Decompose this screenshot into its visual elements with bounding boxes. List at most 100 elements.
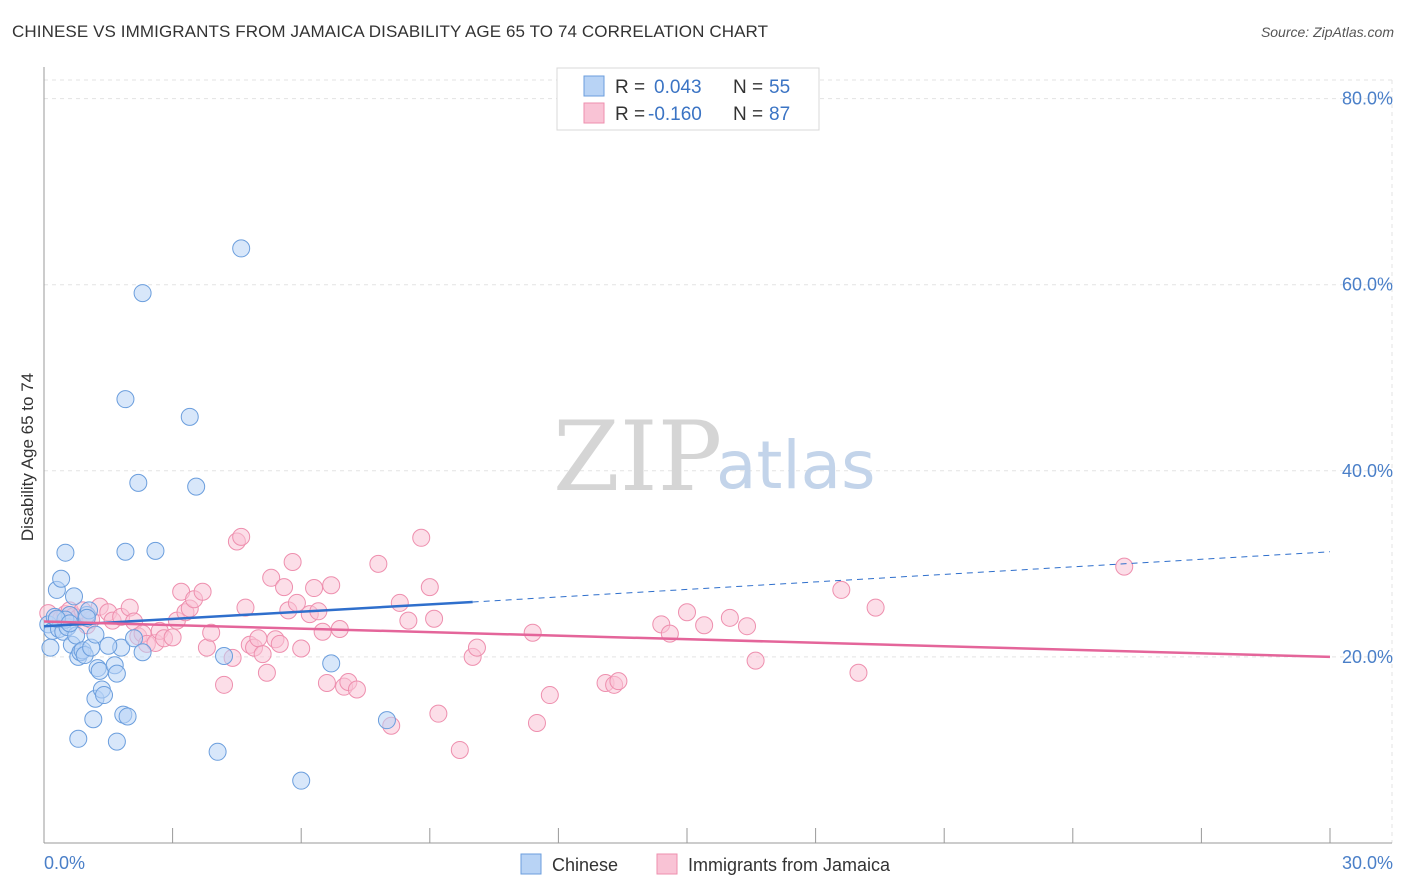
- jamaica-point: [163, 628, 182, 647]
- legend-r-label-1: R =: [615, 77, 645, 98]
- y-tick-label: 60.0%: [1342, 275, 1393, 295]
- chart-title: CHINESE VS IMMIGRANTS FROM JAMAICA DISAB…: [12, 22, 769, 41]
- chinese-point: [69, 729, 88, 748]
- chinese-point: [322, 654, 341, 673]
- axes: [43, 67, 1392, 844]
- chinese-trend-line: [43, 600, 473, 628]
- jamaica-point: [215, 675, 234, 694]
- jamaica-point: [322, 576, 341, 595]
- jamaica-point: [420, 578, 439, 597]
- chinese-point: [86, 625, 105, 644]
- legend-n-label-1: N =: [733, 77, 763, 98]
- jamaica-point: [369, 554, 388, 573]
- legend-r-label-2: R =: [615, 104, 645, 125]
- chinese-point: [95, 686, 114, 705]
- jamaica-point: [399, 611, 418, 630]
- chinese-point: [125, 629, 144, 648]
- chinese-point: [84, 710, 103, 729]
- chinese-point: [99, 636, 118, 655]
- chinese-point: [133, 643, 152, 662]
- series-legend: Chinese Immigrants from Jamaica: [520, 853, 891, 875]
- y-tick-label: 80.0%: [1342, 89, 1393, 109]
- jamaica-point: [283, 552, 302, 571]
- y-tick-labels: 20.0% 40.0% 60.0% 80.0%: [1342, 89, 1393, 667]
- chinese-point: [107, 732, 126, 751]
- chinese-point: [215, 646, 234, 665]
- jamaica-point: [202, 623, 221, 642]
- jamaica-point: [197, 638, 216, 657]
- chinese-point: [377, 711, 396, 730]
- y-axis-label: Disability Age 65 to 74: [18, 373, 37, 541]
- jamaica-point: [193, 582, 212, 601]
- jamaica-point: [390, 593, 409, 612]
- x-tick-labels: 0.0% 30.0%: [44, 853, 1393, 873]
- chinese-point: [208, 742, 227, 761]
- chinese-point: [187, 477, 206, 496]
- chinese-trend-extension: [472, 551, 1331, 603]
- jamaica-point: [347, 680, 366, 699]
- watermark-atlas: atlas: [716, 427, 876, 504]
- chinese-point: [107, 664, 126, 683]
- jamaica-point: [523, 623, 542, 642]
- jamaica-point: [467, 638, 486, 657]
- jamaica-point: [317, 673, 336, 692]
- correlation-legend: R = 0.043 N = 55 R = -0.160 N = 87: [556, 67, 820, 131]
- jamaica-point: [450, 740, 469, 759]
- jamaica-point: [1115, 557, 1134, 576]
- jamaica-point: [305, 579, 324, 598]
- jamaica-trend-line: [43, 620, 1331, 659]
- watermark-zip: ZIP: [553, 401, 722, 513]
- bottom-legend-swatch-chinese: [520, 853, 542, 875]
- chinese-point: [90, 661, 109, 680]
- watermark: ZIP atlas: [553, 401, 876, 513]
- x-tick-label: 0.0%: [44, 853, 85, 873]
- jamaica-point: [249, 629, 268, 648]
- chinese-point: [56, 543, 75, 562]
- jamaica-point: [527, 713, 546, 732]
- bottom-legend-chinese: Chinese: [552, 855, 618, 875]
- chart-source: Source: ZipAtlas.com: [1260, 24, 1394, 40]
- chinese-point: [232, 239, 251, 258]
- chinese-point: [292, 771, 311, 790]
- bottom-legend-jamaica: Immigrants from Jamaica: [688, 855, 891, 875]
- jamaica-point: [292, 639, 311, 658]
- jamaica-point: [425, 609, 444, 628]
- y-tick-label: 40.0%: [1342, 461, 1393, 481]
- jamaica-point: [313, 622, 332, 641]
- chinese-point: [146, 541, 165, 560]
- legend-r-value-1: 0.043: [654, 77, 702, 98]
- chinese-points: [39, 239, 396, 790]
- chinese-point: [52, 569, 71, 588]
- chinese-point: [129, 473, 148, 492]
- jamaica-point: [849, 663, 868, 682]
- jamaica-point: [262, 568, 281, 587]
- jamaica-point: [412, 528, 431, 547]
- legend-n-value-1: 55: [769, 77, 790, 98]
- jamaica-point: [429, 704, 448, 723]
- jamaica-point: [275, 578, 294, 597]
- chinese-point: [116, 542, 135, 561]
- trend-lines: [43, 551, 1331, 659]
- jamaica-point: [678, 603, 696, 622]
- jamaica-point: [232, 527, 251, 546]
- legend-n-value-2: 87: [769, 104, 790, 125]
- jamaica-point: [270, 634, 289, 653]
- jamaica-point: [695, 616, 714, 635]
- jamaica-point: [236, 598, 255, 617]
- jamaica-points: [39, 527, 1134, 759]
- jamaica-point: [866, 598, 885, 617]
- legend-swatch-jamaica: [583, 102, 605, 124]
- legend-swatch-chinese: [583, 75, 605, 97]
- jamaica-point: [832, 580, 851, 599]
- x-tick-label: 30.0%: [1342, 853, 1393, 873]
- chinese-point: [65, 587, 84, 606]
- jamaica-point: [609, 672, 628, 691]
- jamaica-point: [257, 663, 276, 682]
- legend-n-label-2: N =: [733, 104, 763, 125]
- jamaica-point: [253, 645, 272, 664]
- chinese-point: [118, 707, 137, 726]
- chinese-point: [41, 638, 60, 657]
- chinese-point: [116, 390, 135, 409]
- jamaica-point: [738, 617, 757, 636]
